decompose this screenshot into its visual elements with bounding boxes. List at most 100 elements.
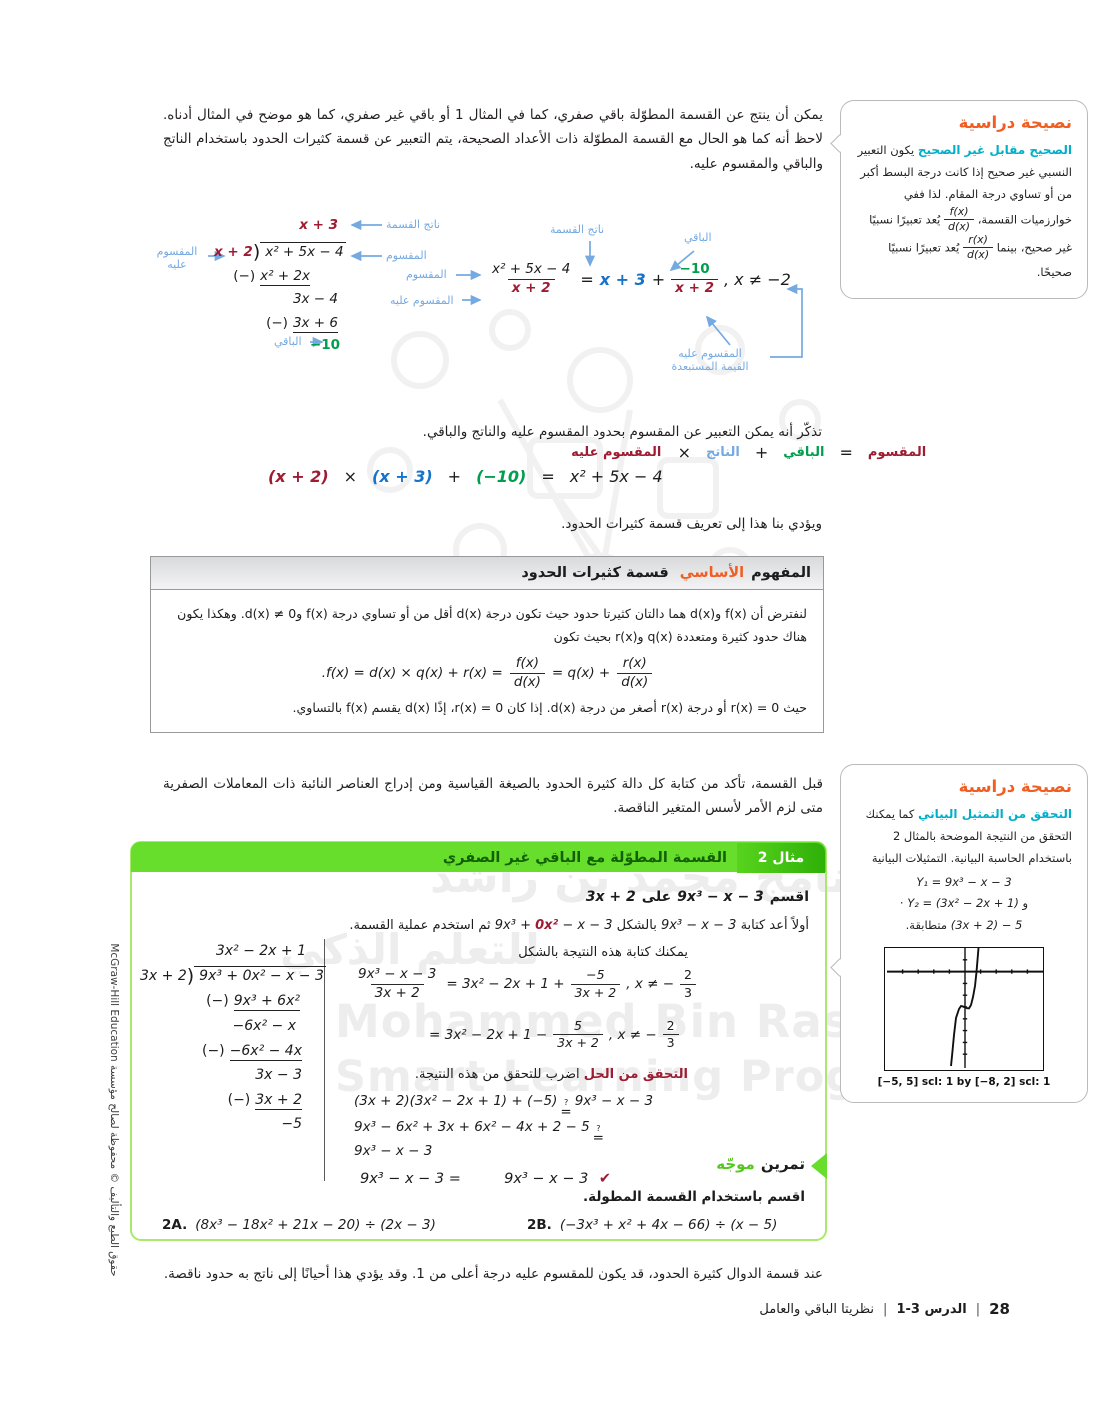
- before-example-paragraph: قبل القسمة، تأكد من كتابة كل دالة كثيرة …: [163, 776, 823, 817]
- problem-divisor: 3x + 2: [585, 889, 636, 905]
- excluded-label-line1: المقسوم عليه: [678, 347, 742, 360]
- example-2-box: مثال 2 القسمة المطوّلة مع الباقي غير الص…: [130, 841, 827, 1241]
- page-number: 28: [989, 1300, 1010, 1318]
- term-quotient: (x + 3): [372, 467, 433, 486]
- closing-paragraph: عند قسمة الدوال كثيرة الحدود، قد يكون لل…: [163, 1266, 823, 1282]
- remainder-value: −5: [281, 1116, 302, 1132]
- remainder-numerator: −10: [679, 261, 710, 277]
- step-2: −6x² − x: [232, 1018, 296, 1034]
- guided-practice-title: تمرين موجّه: [716, 1155, 805, 1173]
- rewrite-pre: أولاً أعد كتابة: [740, 918, 809, 933]
- study-tip-body: الصحيح مقابل غير الصحيح يكون التعبير الن…: [856, 139, 1072, 284]
- footer-separator: |: [975, 1301, 981, 1317]
- intro-paragraph: يمكن أن ينتج عن القسمة المطوّلة باقي صفر…: [163, 107, 823, 172]
- key-concept-title-word2: الأساسي: [679, 565, 745, 581]
- leads-sentence: ويؤدي بنا هذا إلى تعريف قسمة كثيرات الحد…: [561, 516, 822, 532]
- tip1-text-2: يُعد تعبيرًا نسبيًا غير صحيح،: [869, 212, 1072, 255]
- condition-prefix: , x ≠ −: [626, 976, 675, 993]
- equation-quotient: x + 3: [599, 269, 646, 289]
- study-tip-subtitle: الصحيح مقابل غير الصحيح: [917, 143, 1072, 157]
- copyright-sidebar: حقوق الطبع والتأليف © محفوظة لصالح مؤسسة…: [108, 943, 120, 1277]
- result-rem-bottom: 3x + 2: [570, 983, 621, 1000]
- equation-quotient-label: ناتج القسمة: [550, 223, 605, 236]
- term-times: ×: [343, 467, 358, 486]
- kc-frac1-bottom: d(x): [509, 672, 545, 691]
- rewrite-poly2: 9x³ + 0x² − x − 3: [495, 918, 613, 933]
- subtract-sign: (−): [266, 315, 288, 331]
- key-concept-title-word1: المفهوم: [751, 565, 811, 581]
- tip1-text-4: يُعد تعبيرًا نسبيًا صحيحًا.: [888, 240, 1072, 280]
- remainder-label: الباقي: [274, 335, 302, 348]
- tip2-multiplication-dot: ·: [899, 896, 904, 911]
- equation-dividend-label: المقسوم: [406, 268, 447, 281]
- word-divisor: المقسوم عليه: [571, 445, 662, 460]
- qeq-question: ?: [596, 1124, 601, 1133]
- subtract-sign: (−): [201, 1043, 225, 1059]
- equation-remainder-label: الباقي: [684, 231, 712, 244]
- tip1-text-3: بينما: [996, 240, 1018, 255]
- check1-left: (3x + 2)(3x² − 2x + 1) + (−5): [354, 1093, 558, 1109]
- rewrite-mid: بالشكل: [616, 918, 657, 933]
- key-concept-header: المفهوم الأساسي قسمة كثيرات الحدود: [150, 556, 824, 589]
- term-dividend: x² + 5x − 4: [569, 467, 663, 486]
- step-3: −6x² − 4x: [229, 1043, 302, 1061]
- qeq-equals: =: [560, 1104, 572, 1120]
- result-rem-top: −5: [586, 967, 605, 983]
- subtract-sign: (−): [206, 993, 229, 1009]
- division-work-2: 3x² − 2x + 1 3x + 2) 9x³ + 0x² − x − 3 (−…: [140, 943, 326, 1143]
- result-intro: يمكنك كتابة هذه النتيجة بالشكل: [518, 945, 688, 960]
- tip2-y1-equation: Y₁ = 9x³ − x − 3: [916, 874, 1012, 889]
- condition-frac-bottom: 3: [662, 1034, 679, 1050]
- result-eq1-mid: = 3x² − 2x + 1 +: [446, 976, 565, 993]
- quotient-line: 3x² − 2x + 1: [215, 943, 306, 959]
- excluded-label-line2: القيمة المستبعدة: [671, 360, 749, 374]
- check-line: التحقق من الحل اضرب للتحقق من هذه النتيج…: [415, 1067, 688, 1082]
- tip2-y2-equation: Y₂ = (3x² − 2x + 1): [907, 896, 1019, 911]
- example-number-label: مثال 2: [737, 843, 825, 873]
- study-tip-2: نصيحة دراسية التحقق من التمثيل البياني ك…: [830, 764, 1088, 1104]
- check-label: التحقق من الحل: [583, 1067, 688, 1082]
- check-equation-2: 9x³ − 6x² + 3x + 6x² − 4x + 2 − 5? =: [354, 1119, 607, 1146]
- check1-right: 9x³ − x − 3: [574, 1093, 654, 1109]
- quotient-line: x + 3: [299, 217, 338, 233]
- questioned-equals-icon: ? =: [593, 1124, 604, 1146]
- key-concept-equation: .f(x) = d(x) × q(x) + r(x) = f(x) d(x) =…: [167, 656, 807, 690]
- subtract-sign: (−): [233, 268, 256, 284]
- example-header-bar: [131, 842, 826, 872]
- questioned-equals-icon: ? =: [560, 1098, 572, 1120]
- tip1-frac1-bottom: d(x): [943, 219, 975, 234]
- word-times: ×: [677, 443, 692, 462]
- study-tip-body: التحقق من التمثيل البياني كما يمكنك التح…: [856, 803, 1072, 937]
- rewrite-poly2-b: − x − 3: [558, 918, 613, 933]
- result2-rem-bottom: 3x + 2: [553, 1034, 603, 1050]
- qeq-question: ?: [563, 1098, 569, 1107]
- word-remainder: الباقي: [783, 445, 825, 460]
- divisor-label-line1: المقسوم: [156, 245, 198, 258]
- condition-fraction: 2 3: [662, 1018, 679, 1051]
- condition-frac-top: 2: [666, 1018, 675, 1033]
- quotient-label: ناتج القسمة: [386, 218, 441, 231]
- watermark-english-line1: Mohammed Bin Rashid: [335, 995, 934, 1048]
- tip2-conclusion: متطابقة.: [905, 918, 948, 933]
- colored-word-equation: المقسوم = الباقي + الناتج × المقسوم عليه…: [268, 443, 926, 486]
- term-plus: +: [447, 467, 462, 486]
- equation-numerator: x² + 5x − 4: [492, 261, 571, 277]
- dividend: x² + 5x − 4: [260, 242, 346, 260]
- long-division-diagram: x + 3 x + 2) x² + 5x − 4 (−) x² + 2x 3x − …: [150, 207, 826, 392]
- study-tip-1: نصيحة دراسية الصحيح مقابل غير الصحيح يكو…: [830, 100, 1088, 299]
- key-concept-body: لنفترض أن f(x) وd(x) هما دالتان كثيرتا ح…: [150, 589, 824, 734]
- check-icon: ✔: [598, 1171, 612, 1187]
- dividend-label: المقسوم: [386, 249, 427, 262]
- problem-statement: اقسم 9x³ − x − 3 على 3x + 2: [586, 889, 809, 905]
- rewrite-poly2-a: 9x³ +: [494, 918, 536, 933]
- rewrite-poly: 9x³ − x − 3: [660, 918, 737, 933]
- study-tip-title: نصيحة دراسية: [958, 113, 1072, 132]
- division-bracket: ): [186, 965, 195, 987]
- result-remainder-fraction: −5 3x + 2: [570, 967, 621, 1000]
- kc-eq-part1: .f(x) = d(x) × q(x) + r(x) =: [321, 664, 503, 681]
- check-equation-3: 9x³ − x − 3: [354, 1143, 433, 1159]
- problem-2A-label: 2A.: [162, 1217, 188, 1233]
- study-tip-subtitle: التحقق من التمثيل البياني: [917, 807, 1072, 821]
- problem-polynomial: 9x³ − x − 3: [677, 889, 764, 905]
- term-equals: =: [541, 467, 555, 486]
